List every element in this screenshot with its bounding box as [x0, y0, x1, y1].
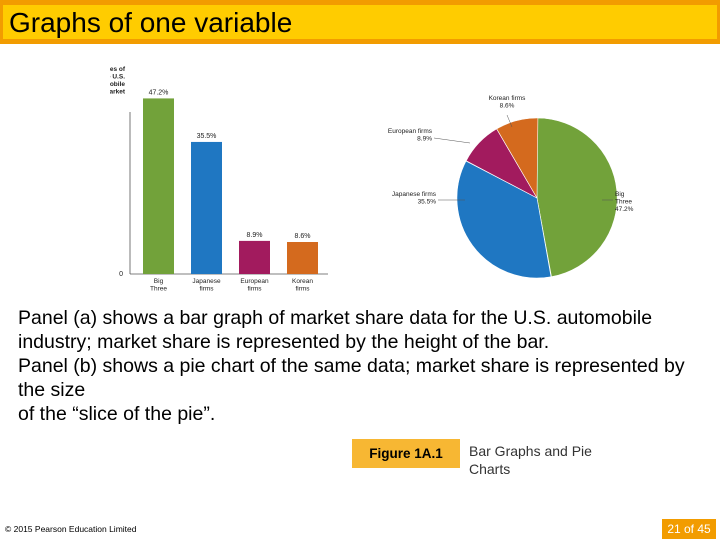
pie-slice: [456, 160, 552, 279]
title-band: Graphs of one variable: [3, 5, 717, 39]
leader-line: [433, 137, 471, 144]
title-bar: Graphs of one variable: [0, 0, 720, 44]
bar-data-label: 35.5%: [197, 133, 217, 140]
x-tick-label: Big Three: [150, 278, 167, 293]
leader-line: [506, 114, 513, 128]
pie-slice-label: Korean firms 8.6%: [489, 95, 527, 110]
page-number: 21 of 45: [662, 519, 716, 539]
pie-slice: [536, 117, 618, 278]
x-tick-label: European firms: [240, 278, 269, 293]
x-tick-label: Korean firms: [292, 278, 313, 293]
description-panel-b: Panel (b) shows a pie chart of the same …: [18, 355, 685, 401]
description: Panel (a) shows a bar graph of market sh…: [18, 306, 698, 426]
copyright-notice: © 2015 Pearson Education Limited: [5, 524, 137, 534]
pie-slice-label: Big Three 47.2%: [615, 191, 634, 213]
x-tick-label: Japanese firms: [192, 278, 221, 293]
bar: [287, 242, 318, 274]
bar: [239, 240, 270, 274]
pie-slice-label: Japanese firms 35.5%: [392, 191, 437, 206]
slide-title: Graphs of one variable: [9, 7, 293, 38]
bar: [191, 141, 222, 274]
figure-caption: Bar Graphs and Pie Charts: [469, 443, 592, 477]
figure-tag: Figure 1A.1: [352, 439, 460, 468]
description-panel-a: Panel (a) shows a bar graph of market sh…: [18, 307, 653, 353]
bar-data-label: 8.6%: [295, 233, 311, 240]
pie-slice-label: European firms 8.9%: [388, 128, 433, 143]
bar-data-label: 8.9%: [247, 232, 263, 239]
y-tick-label: 0: [119, 271, 123, 278]
bar-data-label: 47.2%: [149, 89, 169, 96]
bar: [143, 98, 174, 274]
pie-chart: Big Three 47.2% Japanese firms 35.5% European…: [388, 95, 634, 279]
description-panel-b-end: of the “slice of the pie”.: [18, 403, 216, 425]
pie-slice: [496, 117, 539, 200]
